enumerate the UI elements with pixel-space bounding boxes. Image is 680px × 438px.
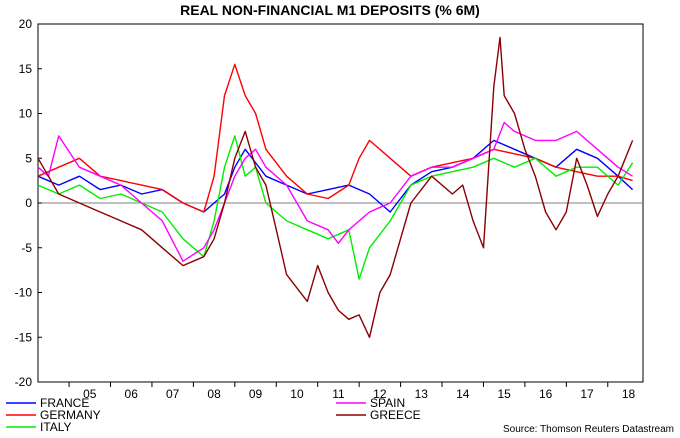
legend-label-france: FRANCE	[40, 396, 89, 410]
y-tick-label: 15	[19, 62, 33, 76]
x-tick-label: 05	[83, 387, 97, 401]
x-tick-label: 15	[498, 387, 512, 401]
x-tick-label: 07	[166, 387, 180, 401]
series-line-france	[37, 139, 634, 213]
series-line-germany	[37, 63, 633, 213]
y-tick-label: 0	[25, 196, 32, 210]
x-tick-label: 18	[622, 387, 636, 401]
x-tick-label: 11	[332, 387, 345, 401]
y-tick-label: -15	[15, 330, 33, 344]
x-tick-label: 12	[373, 387, 387, 401]
legend-label-italy: ITALY	[40, 420, 72, 434]
x-tick-label: 17	[580, 387, 594, 401]
x-tick-label: 13	[415, 387, 429, 401]
legend-label-germany: GERMANY	[40, 408, 101, 422]
series-line-spain	[37, 121, 633, 262]
x-tick-label: 06	[125, 387, 139, 401]
series-line-greece	[37, 36, 634, 338]
y-tick-label: -20	[15, 375, 33, 389]
x-tick-label: 14	[456, 387, 470, 401]
y-axis: 20 15 10 5 0 -5 -10 -15 -20	[15, 17, 42, 389]
x-tick-label: 16	[539, 387, 553, 401]
x-tick-label: 10	[290, 387, 304, 401]
x-axis: 05 06 07 08 09 10 11 12 13 14 15 16 17 18	[68, 382, 636, 401]
y-tick-label: -5	[21, 241, 32, 255]
y-tick-label: 20	[19, 17, 33, 31]
x-tick-label: 08	[207, 387, 221, 401]
legend-label-greece: GREECE	[370, 408, 421, 422]
legend-label-spain: SPAIN	[370, 396, 405, 410]
series-line-italy	[37, 135, 634, 280]
y-tick-label: -10	[15, 286, 33, 300]
source-note: Source: Thomson Reuters Datastream	[503, 424, 674, 435]
chart-title: REAL NON-FINANCIAL M1 DEPOSITS (% 6M)	[180, 2, 480, 18]
series-lines	[37, 36, 634, 338]
x-tick-label: 09	[249, 387, 263, 401]
y-tick-label: 10	[19, 107, 33, 121]
y-tick-label: 5	[25, 151, 32, 165]
